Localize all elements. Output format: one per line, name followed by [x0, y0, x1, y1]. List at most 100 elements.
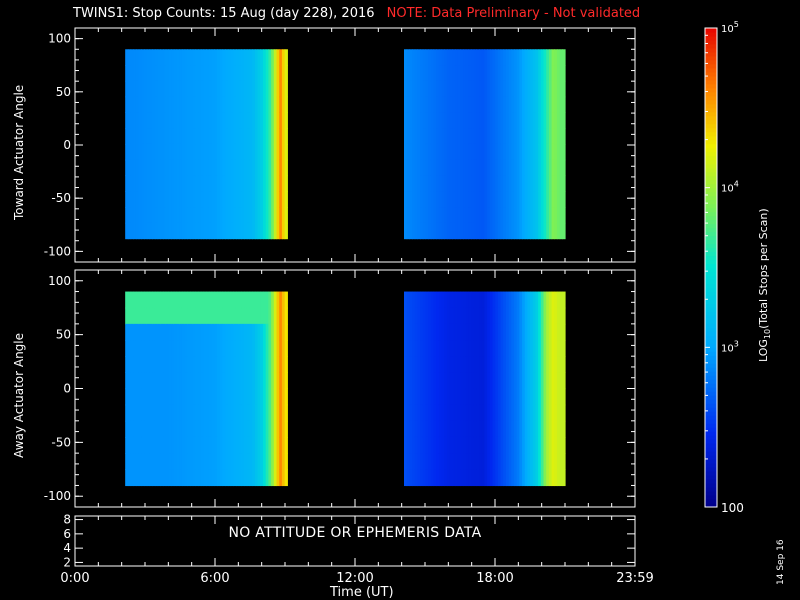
heatmap-cell: [476, 143, 480, 161]
heatmap-cell: [171, 291, 175, 309]
title-text: TWINS1: Stop Counts: 15 Aug (day 228), 2…: [73, 6, 375, 21]
heatmap-cell: [516, 356, 520, 373]
heatmap-cell: [444, 175, 448, 192]
heatmap-cell: [265, 372, 270, 390]
heatmap-cell: [230, 453, 234, 470]
heatmap-cell: [271, 159, 275, 177]
heatmap-cell: [233, 49, 237, 66]
heatmap-cell: [271, 112, 275, 129]
heatmap-cell: [200, 112, 205, 129]
heatmap-cell: [476, 96, 480, 113]
heatmap-cell: [214, 404, 218, 422]
heatmap-cell: [430, 307, 435, 325]
heatmap-cell: [465, 436, 469, 454]
heatmap-cell: [181, 222, 186, 240]
heatmap-cell: [165, 65, 170, 82]
heatmap-cell: [484, 340, 488, 357]
heatmap-cell: [190, 191, 194, 208]
heatmap-cell: [244, 307, 248, 325]
heatmap-cell: [476, 207, 480, 224]
heatmap-cell: [217, 469, 221, 487]
heatmap-cell: [562, 96, 566, 113]
heatmap-cell: [192, 112, 197, 129]
heatmap-cell: [187, 128, 191, 145]
heatmap-cell: [457, 469, 461, 487]
heatmap-cell: [481, 436, 486, 454]
heatmap-cell: [532, 80, 537, 98]
heatmap-cell: [428, 96, 432, 113]
heatmap-cell: [225, 469, 229, 487]
heatmap-cell: [535, 96, 539, 113]
heatmap-cell: [500, 469, 504, 487]
heatmap-cell: [514, 388, 518, 406]
heatmap-cell: [406, 388, 410, 406]
heatmap-cell: [441, 65, 445, 82]
heatmap-cell: [433, 80, 437, 98]
heatmap-cell: [551, 307, 555, 325]
heatmap-cell: [465, 191, 469, 208]
heatmap-cell: [152, 191, 156, 208]
heatmap-cell: [481, 128, 486, 145]
heatmap-cell: [457, 388, 461, 406]
heatmap-cell: [198, 80, 202, 98]
heatmap-cell: [430, 159, 435, 177]
heatmap-cell: [230, 404, 234, 422]
heatmap-cell: [176, 175, 180, 192]
heatmap-cell: [414, 128, 419, 145]
heatmap-cell: [152, 80, 156, 98]
heatmap-cell: [211, 307, 215, 325]
heatmap-cell: [217, 65, 221, 82]
heatmap-cell: [428, 323, 432, 341]
heatmap-cell: [217, 404, 221, 422]
heatmap-cell: [157, 469, 161, 487]
heatmap-cell: [135, 191, 140, 208]
heatmap-cell: [181, 340, 186, 357]
heatmap-cell: [527, 143, 531, 161]
heatmap-cell: [211, 128, 215, 145]
heatmap-cell: [146, 143, 151, 161]
heatmap-cell: [168, 404, 172, 422]
heatmap-cell: [479, 404, 483, 422]
heatmap-cell: [163, 159, 167, 177]
heatmap-cell: [473, 175, 478, 192]
heatmap-cell: [219, 128, 224, 145]
heatmap-cell: [190, 175, 194, 192]
heatmap-cell: [436, 191, 440, 208]
colorbar-swatch: [705, 79, 717, 85]
heatmap-cell: [460, 96, 464, 113]
heatmap-cell: [479, 307, 483, 325]
heatmap-cell: [535, 420, 539, 438]
heatmap-cell: [484, 96, 488, 113]
heatmap-cell: [487, 307, 491, 325]
heatmap-cell: [543, 222, 547, 240]
heatmap-cell: [211, 420, 215, 438]
heatmap-cell: [152, 159, 156, 177]
heatmap-cell: [238, 420, 242, 438]
heatmap-cell: [524, 453, 529, 470]
heatmap-cell: [505, 307, 510, 325]
heatmap-cell: [130, 175, 134, 192]
heatmap-cell: [165, 207, 170, 224]
heatmap-cell: [146, 175, 151, 192]
heatmap-cell: [417, 65, 421, 82]
heatmap-cell: [422, 96, 427, 113]
heatmap-cell: [160, 191, 164, 208]
heatmap-cell: [468, 404, 472, 422]
heatmap-cell: [227, 191, 232, 208]
heatmap-cell: [471, 112, 475, 129]
heatmap-cell: [257, 404, 261, 422]
heatmap-cell: [484, 307, 488, 325]
heatmap-cell: [425, 340, 429, 357]
heatmap-cell: [244, 469, 248, 487]
heatmap-cell: [181, 112, 186, 129]
heatmap-cell: [246, 291, 251, 309]
heatmap-cell: [125, 372, 129, 390]
heatmap-cell: [268, 80, 272, 98]
heatmap-cell: [138, 222, 142, 240]
heatmap-cell: [154, 291, 159, 309]
heatmap-cell: [479, 340, 483, 357]
heatmap-cell: [430, 291, 435, 309]
heatmap-cell: [540, 453, 545, 470]
heatmap-cell: [157, 340, 161, 357]
heatmap-cell: [497, 404, 502, 422]
